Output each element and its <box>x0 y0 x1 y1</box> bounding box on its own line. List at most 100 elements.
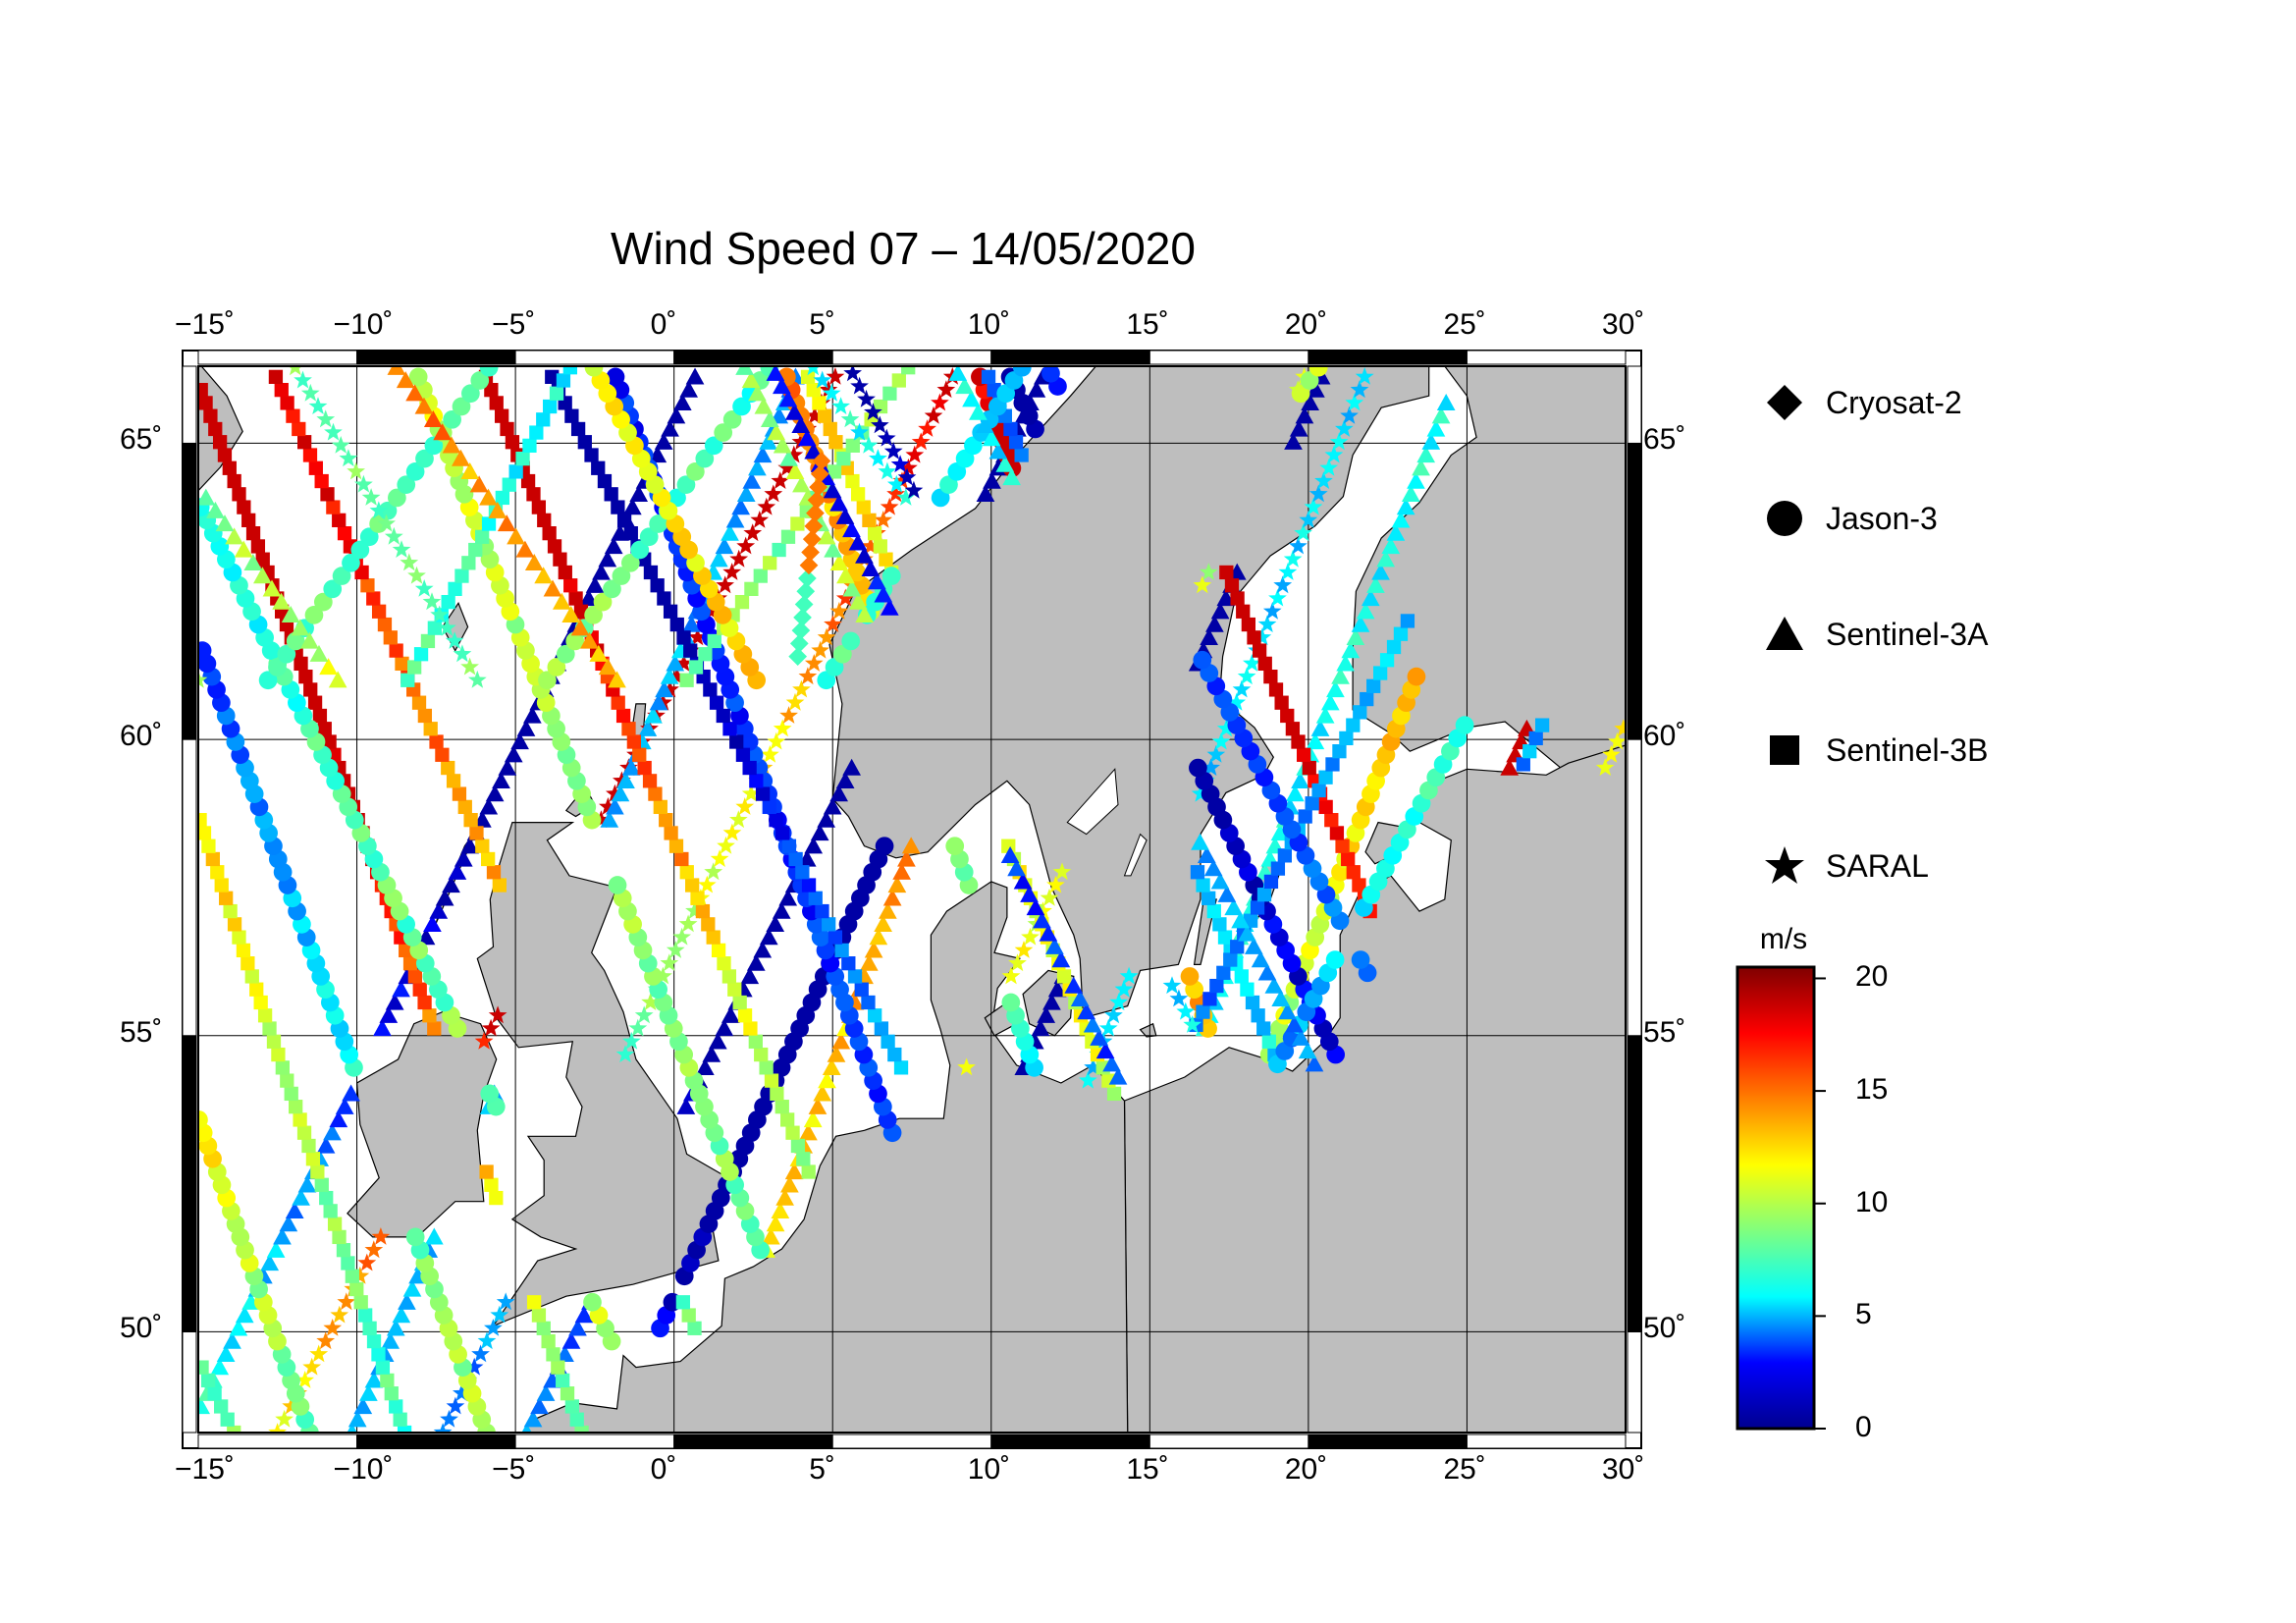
square-marker <box>801 878 817 893</box>
star-marker <box>1602 744 1621 763</box>
square-marker <box>1201 891 1216 905</box>
lon-tick-label: 15˚ <box>1126 308 1169 341</box>
star-marker <box>357 1253 377 1271</box>
triangle-marker <box>799 1123 818 1141</box>
square-marker <box>1298 809 1312 824</box>
circle-marker <box>1041 366 1060 383</box>
square-marker <box>734 594 750 610</box>
square-marker <box>1247 630 1261 645</box>
square-marker <box>543 399 558 414</box>
frame-bar <box>1308 1434 1468 1449</box>
square-marker <box>332 513 347 528</box>
triangle-marker <box>435 889 454 906</box>
triangle-marker <box>392 980 410 998</box>
star-marker <box>634 1005 654 1024</box>
square-icon <box>1763 729 1806 772</box>
square-marker <box>205 851 220 867</box>
circle-marker <box>704 436 723 456</box>
star-marker <box>1237 667 1256 685</box>
square-marker <box>1386 639 1402 655</box>
triangle-marker <box>1020 885 1039 902</box>
triangle-marker <box>1244 937 1263 954</box>
circle-marker <box>1193 650 1212 670</box>
star-marker <box>316 1331 336 1350</box>
square-marker <box>366 591 381 606</box>
circle-marker <box>945 837 965 856</box>
triangle-marker <box>234 540 253 558</box>
square-marker <box>549 386 564 401</box>
square-marker <box>564 1399 580 1414</box>
star-marker <box>757 497 776 515</box>
triangle-marker <box>1298 1042 1317 1059</box>
triangle-marker <box>1421 432 1441 450</box>
square-marker <box>360 578 375 593</box>
star-marker <box>275 1409 294 1428</box>
lake-vattern <box>1123 833 1148 877</box>
star-marker <box>198 670 208 688</box>
circle-marker <box>667 488 686 508</box>
triangle-marker <box>740 967 760 985</box>
triangle-marker <box>773 377 791 395</box>
square-marker <box>841 956 856 971</box>
square-marker <box>1346 865 1361 880</box>
triangle-marker <box>791 415 811 433</box>
triangle-marker <box>1251 950 1270 968</box>
star-marker <box>861 536 881 555</box>
triangle-marker <box>629 484 649 502</box>
square-marker <box>314 473 329 489</box>
square-marker <box>763 556 777 570</box>
square-marker <box>737 1008 753 1023</box>
square-marker <box>564 408 579 423</box>
triangle-marker <box>592 563 611 580</box>
square-marker <box>1352 878 1366 893</box>
star-marker <box>628 1018 648 1037</box>
triangle-marker <box>715 1019 734 1037</box>
triangle-marker <box>530 1397 549 1415</box>
map-frame <box>182 350 1642 1449</box>
triangle-marker <box>335 1097 354 1114</box>
square-marker <box>271 1047 286 1062</box>
triangle-marker <box>433 423 453 441</box>
triangle-marker <box>869 928 888 946</box>
square-marker <box>891 373 906 388</box>
triangle-marker <box>1210 872 1230 890</box>
circle-marker <box>875 837 894 856</box>
circle-marker <box>732 397 751 416</box>
star-marker <box>496 1292 515 1311</box>
square-marker <box>1257 656 1272 672</box>
triangle-marker <box>666 654 685 672</box>
star-marker <box>798 667 818 685</box>
star-marker <box>422 592 442 611</box>
star-marker <box>1052 862 1072 881</box>
square-marker <box>508 464 523 479</box>
square-marker <box>1206 903 1221 919</box>
lat-tick-label: 50˚ <box>120 1312 163 1345</box>
star-marker <box>1355 367 1374 385</box>
triangle-marker <box>523 1410 543 1428</box>
square-marker <box>695 903 711 919</box>
star-marker <box>729 810 748 829</box>
triangle-marker <box>962 390 981 407</box>
triangle-marker <box>1033 911 1051 929</box>
square-marker <box>1251 1008 1265 1023</box>
triangle-marker <box>848 592 868 610</box>
square-marker <box>749 774 764 788</box>
square-marker <box>701 917 716 932</box>
square-marker <box>1261 1034 1276 1049</box>
frame-bar <box>1148 350 1309 365</box>
inner-frame <box>197 365 1627 1434</box>
triangle-marker <box>606 797 624 815</box>
frame-bar <box>1308 350 1468 365</box>
square-marker <box>772 542 786 558</box>
triangle-marker <box>225 527 243 545</box>
lon-tick-label: 20˚ <box>1284 308 1328 341</box>
square-marker <box>492 878 507 893</box>
colorbar-tick-label: 20 <box>1855 960 1889 994</box>
square-marker <box>604 487 618 502</box>
frame-bar <box>990 350 1150 365</box>
triangle-icon <box>1763 613 1806 656</box>
frame-bar <box>514 350 675 365</box>
triangle-marker <box>655 680 673 698</box>
square-marker <box>322 734 337 749</box>
